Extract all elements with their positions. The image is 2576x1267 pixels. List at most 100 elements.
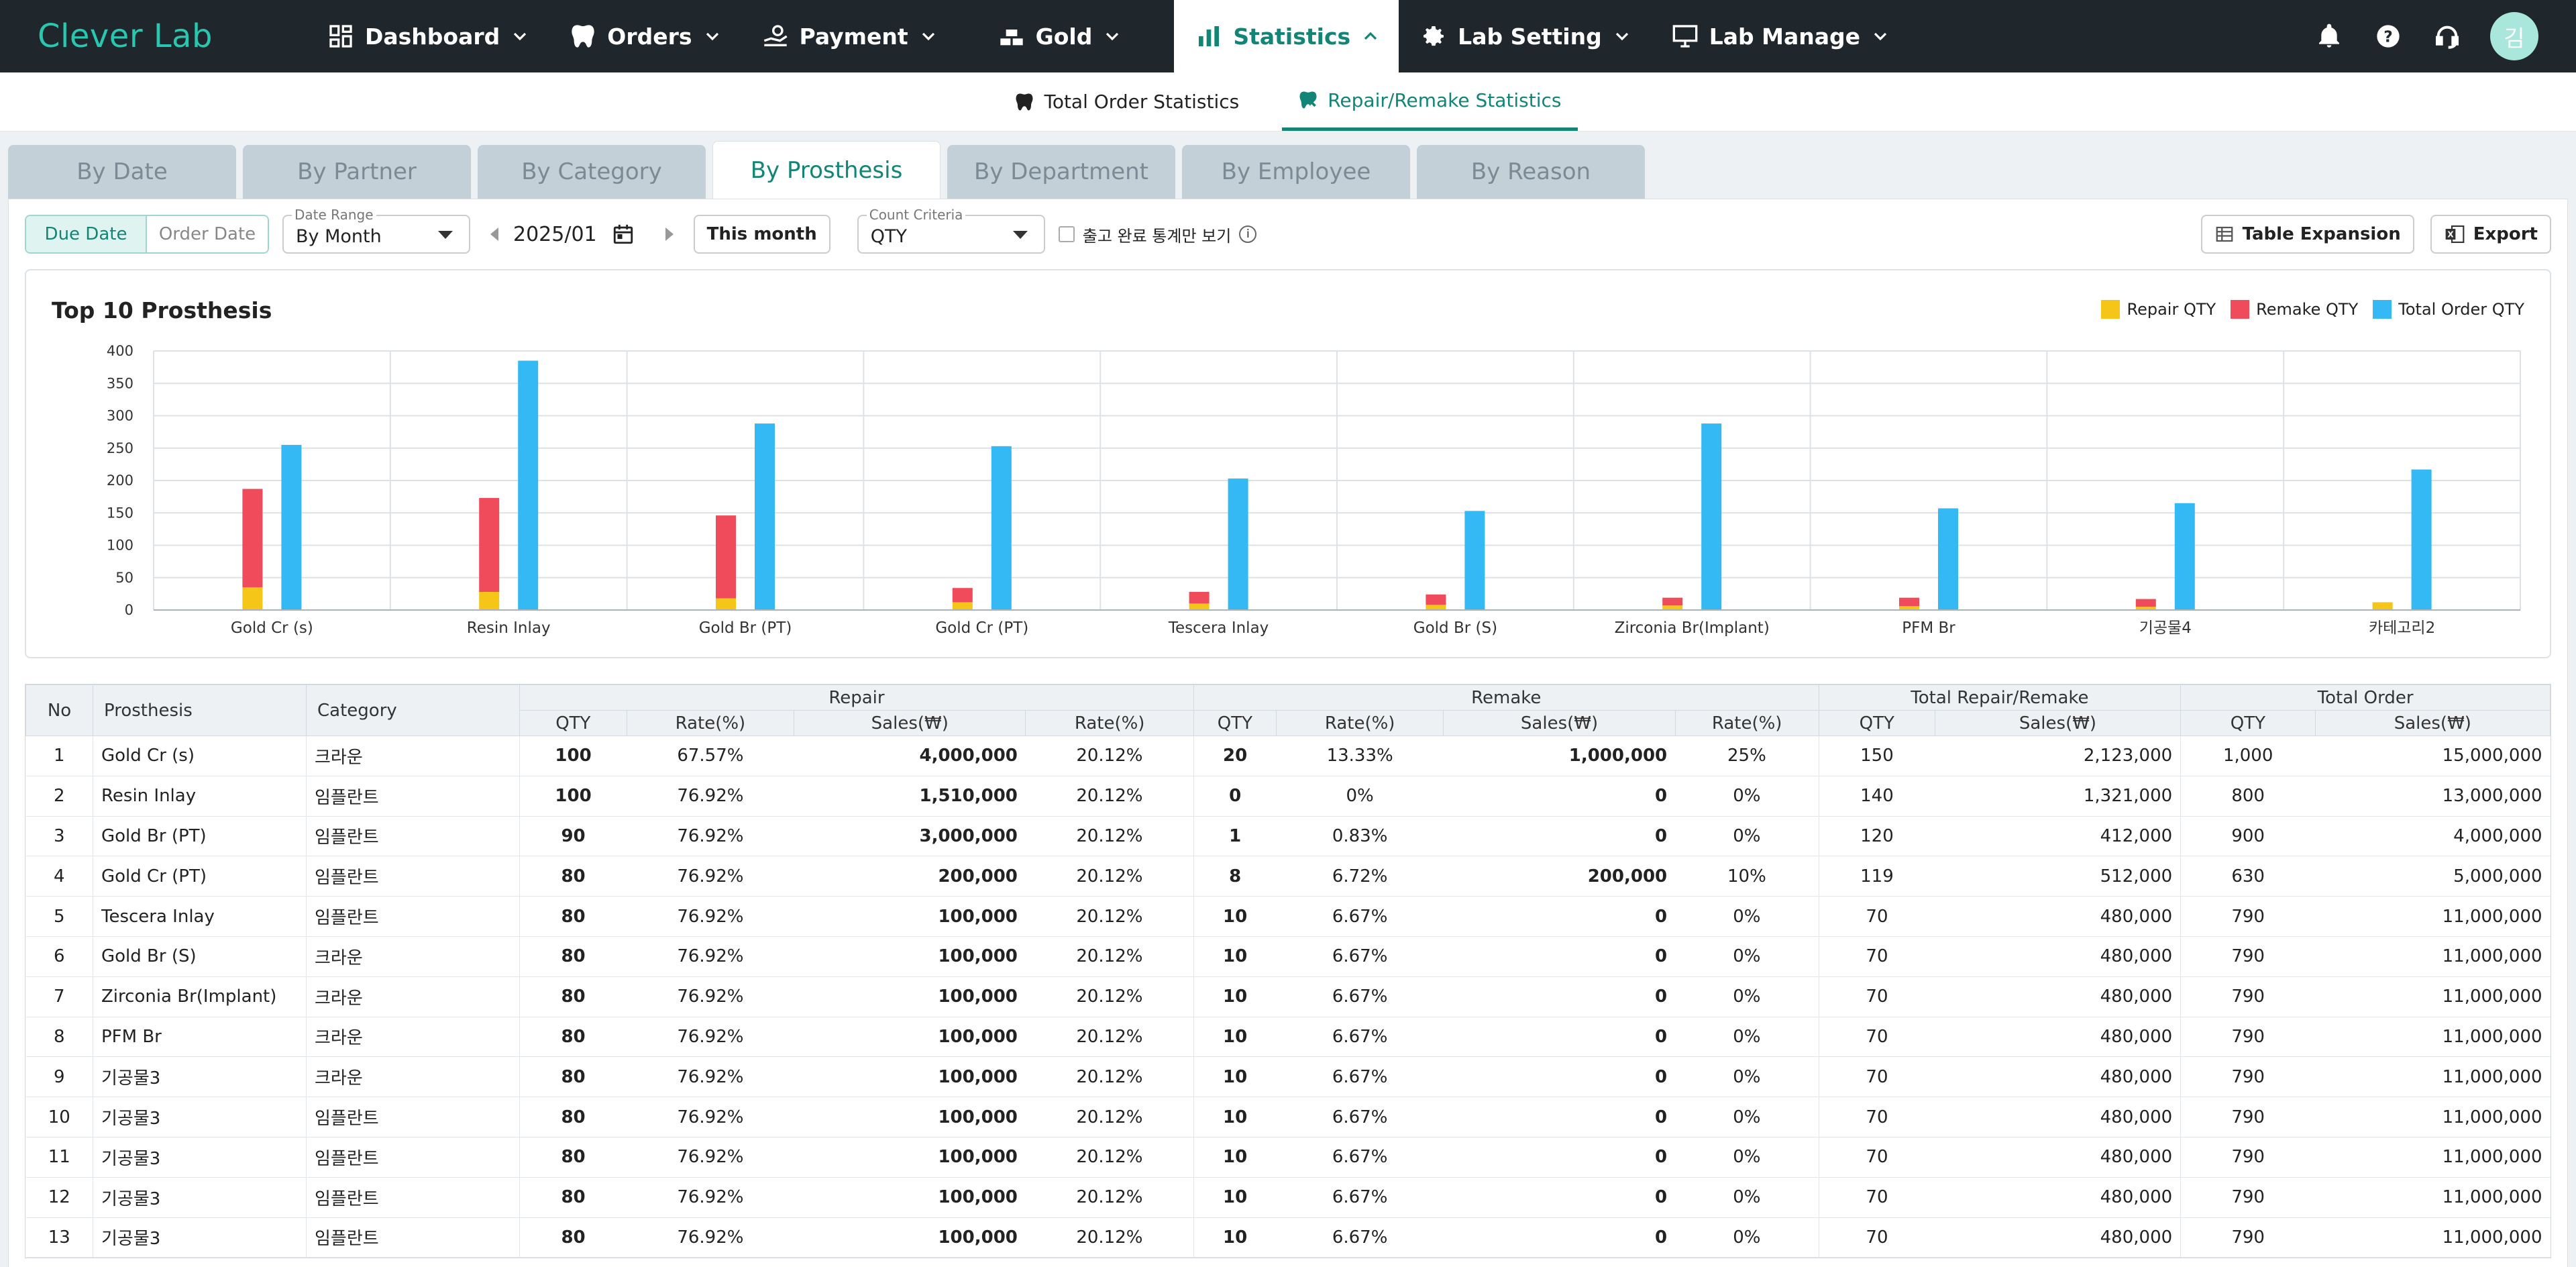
bar-total-order: [1701, 423, 1722, 610]
legend-total-order[interactable]: Total Order QTY: [2373, 300, 2524, 319]
table-cell: 20.12%: [1025, 1177, 1194, 1218]
tab-by-category[interactable]: By Category: [478, 145, 706, 199]
table-row[interactable]: 1 Gold Cr (s) 크라운 100 67.57% 4,000,000 20.12% 2…: [25, 736, 2551, 776]
tab-by-department[interactable]: By Department: [947, 145, 1175, 199]
sub-header-cell: Rate(%): [1275, 710, 1444, 736]
subnav-total-order-statistics[interactable]: Total Order Statistics: [998, 72, 1255, 131]
shipped-only-checkbox[interactable]: 출고 완료 통계만 보기 i: [1058, 223, 1257, 246]
nav-gold[interactable]: Gold: [977, 0, 1141, 72]
legend-repair[interactable]: Repair QTY: [2101, 300, 2216, 319]
table-row[interactable]: 4 Gold Cr (PT) 임플란트 80 76.92% 200,000 20.12% 8 6…: [25, 856, 2551, 897]
avatar[interactable]: 김: [2490, 12, 2538, 60]
table-cell: 20.12%: [1025, 736, 1194, 776]
order-date-option[interactable]: Order Date: [147, 216, 268, 252]
table-cell: 0%: [1276, 776, 1444, 817]
tab-by-reason[interactable]: By Reason: [1417, 145, 1645, 199]
tooth-icon: [1016, 93, 1033, 110]
tab-by-partner[interactable]: By Partner: [243, 145, 471, 199]
next-arrow-icon[interactable]: [665, 227, 674, 241]
table-cell: 100,000: [794, 896, 1026, 937]
table-cell: 480,000: [1935, 1097, 2182, 1137]
checkbox-box[interactable]: [1058, 226, 1075, 242]
table-cell: 76.92%: [627, 856, 794, 897]
top-right-actions: ? 김: [2313, 0, 2538, 72]
due-date-option[interactable]: Due Date: [26, 216, 147, 252]
tab-by-employee[interactable]: By Employee: [1182, 145, 1410, 199]
dashboard-icon: [329, 25, 352, 48]
table-cell: 790: [2180, 1056, 2316, 1098]
legend-remake[interactable]: Remake QTY: [2231, 300, 2358, 319]
table-cell: 800: [2180, 776, 2316, 817]
table-cell: 140: [1819, 776, 1935, 817]
date-range-select[interactable]: Date Range By Month: [282, 207, 470, 254]
table-cell: Zirconia Br(Implant): [93, 976, 307, 1017]
table-cell: 76.92%: [627, 976, 794, 1017]
table-row[interactable]: 9 기공물3 크라운 80 76.92% 100,000 20.12% 10 6.67% 0 0% 7…: [25, 1056, 2551, 1098]
bar-total-order: [1228, 478, 1248, 610]
table-row[interactable]: 8 PFM Br 크라운 80 76.92% 100,000 20.12% 10 6.67% 0 0…: [25, 1017, 2551, 1058]
table-row[interactable]: 7 Zirconia Br(Implant) 크라운 80 76.92% 100,000 2…: [25, 976, 2551, 1017]
table-cell: 기공물3: [93, 1177, 307, 1218]
chart-icon: [1199, 26, 1220, 46]
table-row[interactable]: 2 Resin Inlay 임플란트 100 76.92% 1,510,000 20.12%…: [25, 776, 2551, 817]
table-row[interactable]: 6 Gold Br (S) 크라운 80 76.92% 100,000 20.12% 10 6.…: [25, 936, 2551, 977]
chevron-up-icon: [1364, 32, 1377, 40]
table-cell: 20.12%: [1025, 816, 1194, 857]
nav-lab-manage[interactable]: Lab Manage: [1650, 0, 1909, 72]
table-cell: 6.72%: [1276, 856, 1444, 897]
table-expansion-button[interactable]: Table Expansion: [2200, 215, 2414, 254]
svg-text:X: X: [2447, 230, 2454, 240]
bar-repair: [2135, 607, 2156, 610]
table-cell: 6.67%: [1276, 1177, 1444, 1218]
bar-total-order: [991, 446, 1012, 610]
table-cell: 790: [2180, 1177, 2316, 1218]
info-icon[interactable]: i: [1239, 225, 1257, 243]
nav-statistics[interactable]: Statistics: [1174, 0, 1399, 72]
table-row[interactable]: 3 Gold Br (PT) 임플란트 90 76.92% 3,000,000 20.12%…: [25, 816, 2551, 857]
help-icon[interactable]: ?: [2372, 20, 2404, 52]
calendar-icon[interactable]: [612, 223, 635, 246]
table-row[interactable]: 11 기공물3 임플란트 80 76.92% 100,000 20.12% 10 6.67% 0 0…: [25, 1137, 2551, 1178]
table-cell: 13,000,000: [2315, 776, 2551, 817]
bar-total-order: [2174, 503, 2195, 610]
table-row[interactable]: 12 기공물3 임플란트 80 76.92% 100,000 20.12% 10 6.67% 0 0…: [25, 1177, 2551, 1218]
tab-by-date[interactable]: By Date: [8, 145, 236, 199]
table-row[interactable]: 13 기공물3 임플란트 80 76.92% 100,000 20.12% 10 6.67% 0 0…: [25, 1217, 2551, 1258]
table-cell: 20.12%: [1025, 1056, 1194, 1098]
table-row[interactable]: 5 Tescera Inlay 임플란트 80 76.92% 100,000 20.12% 1…: [25, 896, 2551, 937]
count-criteria-select[interactable]: Count Criteria QTY: [857, 207, 1045, 254]
table-cell: 3,000,000: [794, 816, 1026, 857]
table-cell: 8: [1193, 856, 1277, 897]
table-cell: 100,000: [794, 1056, 1026, 1098]
chevron-down-icon: [1106, 32, 1119, 41]
table-cell: 76.92%: [627, 816, 794, 857]
nav-dashboard[interactable]: Dashboard: [306, 0, 548, 72]
subnav-repair-remake-statistics[interactable]: Repair/Remake Statistics: [1282, 72, 1578, 131]
bar-repair: [1189, 603, 1210, 610]
table-cell: 임플란트: [306, 1177, 520, 1218]
this-month-button[interactable]: This month: [693, 215, 830, 254]
table-row[interactable]: 10 기공물3 임플란트 80 76.92% 100,000 20.12% 10 6.67% 0 0…: [25, 1097, 2551, 1137]
nav-payment[interactable]: Payment: [741, 0, 957, 72]
tab-by-prosthesis[interactable]: By Prosthesis: [712, 141, 941, 199]
sub-header-cell: Rate(%): [1674, 710, 1819, 736]
period-value[interactable]: 2025/01: [513, 222, 597, 246]
bar-repair: [1899, 606, 1919, 610]
bar-remake: [242, 489, 263, 588]
previous-arrow-icon[interactable]: [490, 227, 498, 241]
export-button[interactable]: X Export: [2430, 215, 2551, 254]
table-cell: 0%: [1675, 1177, 1819, 1218]
bell-icon[interactable]: [2313, 20, 2345, 52]
table-cell: 20: [1193, 736, 1277, 776]
nav-orders[interactable]: Orders: [548, 0, 740, 72]
statistics-table: No Prosthesis Category Repair Remake Tot…: [25, 685, 2551, 1258]
x-tick-label: Gold Cr (s): [231, 619, 313, 637]
nav-lab-setting[interactable]: Lab Setting: [1399, 0, 1650, 72]
table-cell: 76.92%: [627, 896, 794, 937]
table-cell: 4,000,000: [2315, 816, 2551, 857]
x-tick-label: 카테고리2: [2369, 619, 2435, 637]
table-cell: 76.92%: [627, 776, 794, 817]
support-headset-icon[interactable]: [2431, 20, 2463, 52]
app-logo[interactable]: Clever Lab: [38, 17, 213, 55]
table-cell: 6.67%: [1276, 936, 1444, 977]
